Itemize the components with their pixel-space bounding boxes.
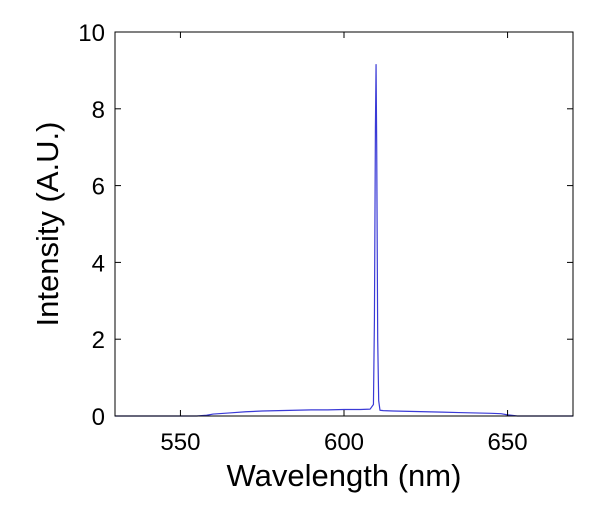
y-axis-label: Intensity (A.U.) (30, 122, 65, 327)
axis-ticks: 550 600 650 0 2 4 6 8 10 (78, 20, 573, 456)
x-axis-label: Wavelength (nm) (227, 458, 462, 493)
y-tick-label: 10 (78, 20, 105, 47)
y-tick-label: 6 (92, 174, 105, 201)
y-tick-label: 4 (92, 250, 105, 277)
chart-marks (115, 64, 573, 417)
y-tick-label: 0 (92, 404, 105, 431)
plot-frame (114, 31, 574, 417)
series-line-0 (115, 64, 573, 417)
x-tick-label: 650 (488, 429, 528, 456)
x-tick-label: 600 (324, 429, 364, 456)
y-tick-label: 8 (92, 97, 105, 124)
y-tick-label: 2 (92, 327, 105, 354)
x-tick-label: 550 (160, 429, 200, 456)
